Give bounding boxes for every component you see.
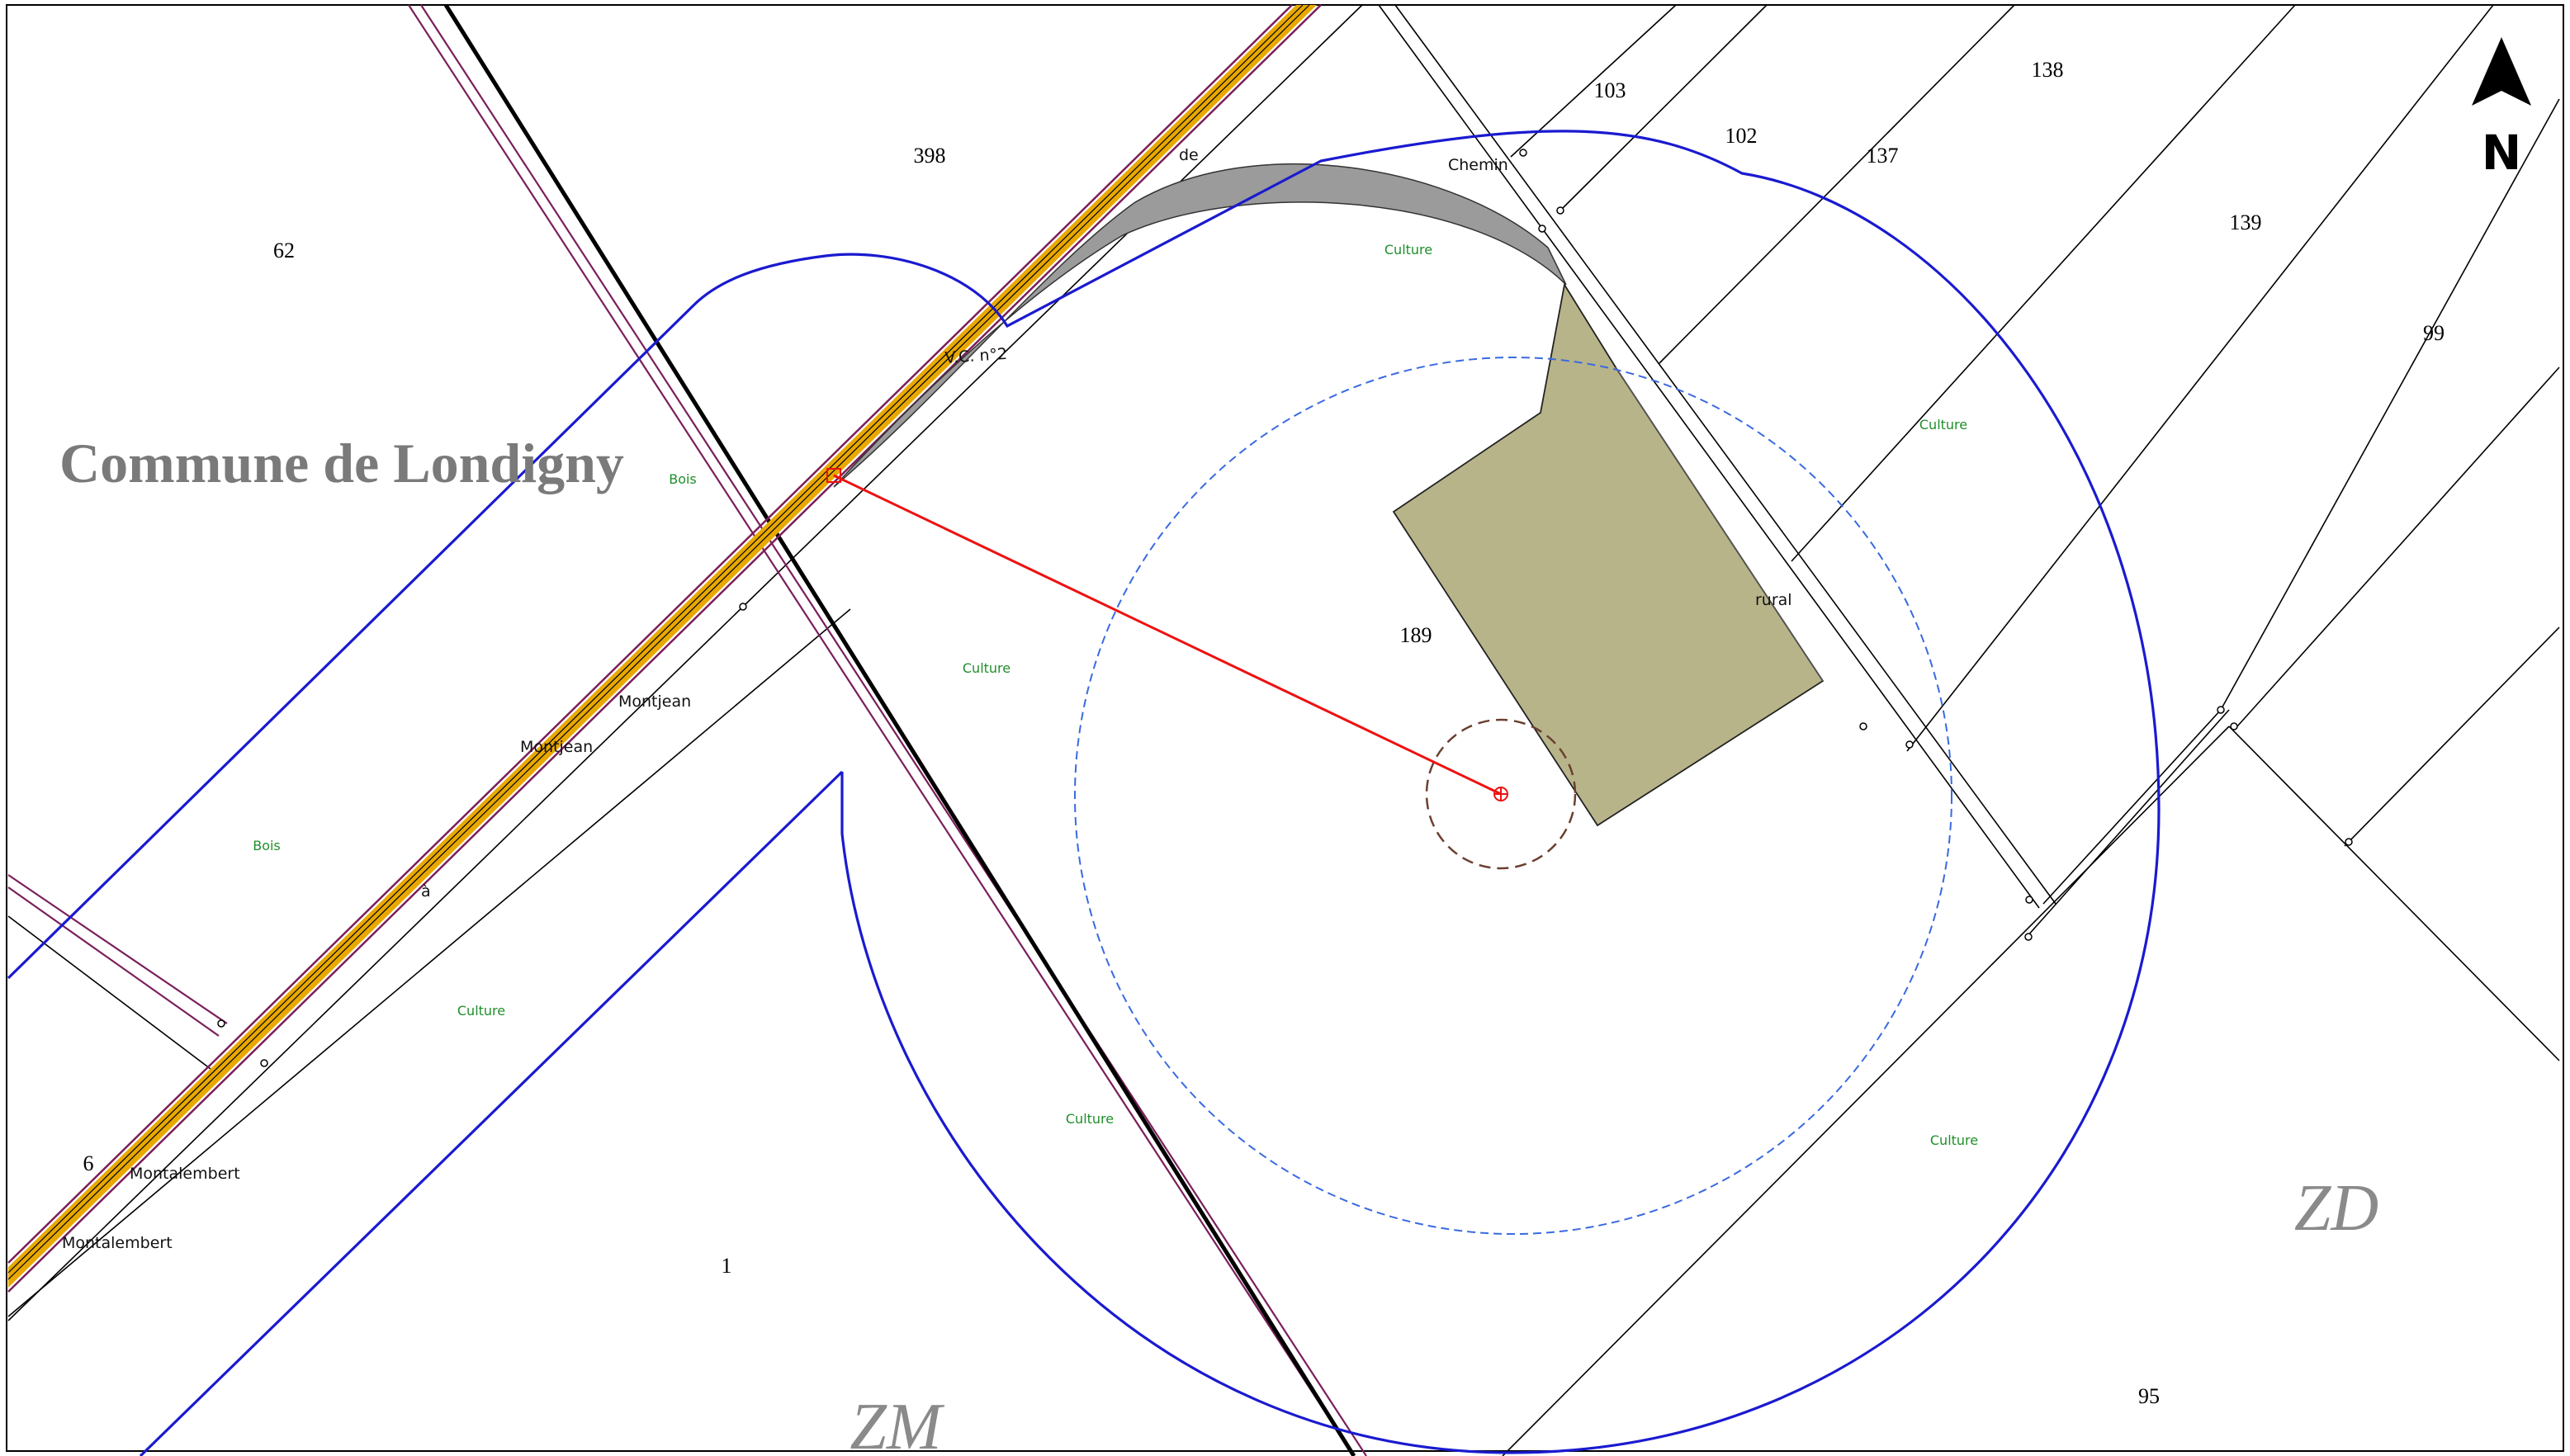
- target-marker-icon[interactable]: [1493, 787, 1508, 801]
- boundary-points: [217, 149, 2353, 1067]
- parcel-number: 62: [273, 239, 295, 262]
- commune-boundary-lines: [7, 4, 1367, 1456]
- parcel-boundaries: [7, 4, 2560, 1456]
- access-track: [833, 163, 1567, 488]
- commune-label: Commune de Londigny: [59, 432, 624, 494]
- parcel-number: 1: [722, 1254, 732, 1278]
- section-label: ZD: [2294, 1172, 2378, 1245]
- street-label: Montjean: [618, 693, 691, 711]
- land-use-label: Bois: [253, 838, 281, 853]
- land-use-label: Culture: [1384, 242, 1432, 258]
- parcel-number: 137: [1867, 144, 1899, 168]
- street-label: V.C. n°2: [944, 345, 1008, 367]
- land-use-label: Culture: [963, 660, 1010, 676]
- land-use-label: Culture: [1930, 1132, 1978, 1148]
- street-label: Montjean: [520, 738, 593, 756]
- buffer-zone-line: [7, 130, 2161, 1454]
- parcel-number: 139: [2230, 210, 2262, 234]
- street-label: Chemin: [1448, 156, 1508, 174]
- parcel-number: 99: [2423, 321, 2445, 345]
- parcel-number: 102: [1725, 124, 1758, 148]
- turbine-circle: [1425, 718, 1577, 870]
- north-arrow-icon: N: [2472, 37, 2531, 181]
- street-label: à: [421, 882, 431, 901]
- commune-limit-line: [443, 3, 1356, 1456]
- parcel-number: 138: [2032, 58, 2064, 82]
- distance-measure-line: [833, 474, 1502, 796]
- street-label: Montalembert: [62, 1234, 173, 1252]
- origin-marker-icon: [826, 468, 841, 483]
- street-label: de: [1179, 146, 1199, 164]
- parcel-number: 189: [1400, 623, 1432, 647]
- street-label: Montalembert: [130, 1165, 240, 1183]
- svg-text:N: N: [2482, 125, 2522, 181]
- parcel-number: 6: [83, 1151, 94, 1175]
- land-use-label: Culture: [1919, 417, 1967, 433]
- land-use-label: Bois: [669, 471, 697, 487]
- road-vc2: [7, 4, 1322, 1293]
- parcel-number: 398: [914, 144, 946, 168]
- parcel-number: 103: [1594, 78, 1626, 102]
- land-use-label: Culture: [1066, 1111, 1114, 1127]
- street-label: rural: [1755, 591, 1792, 609]
- dashed-radius-circle: [1074, 357, 1952, 1235]
- map-frame: [6, 4, 2564, 1452]
- land-use-label: Culture: [457, 1003, 505, 1019]
- section-label: ZM: [850, 1391, 944, 1456]
- parcel-number: 95: [2138, 1384, 2160, 1408]
